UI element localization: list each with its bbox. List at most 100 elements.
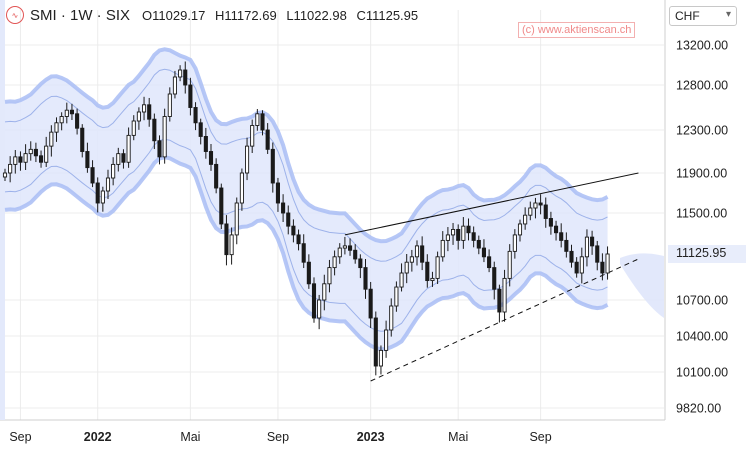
band-upper-inner (4, 68, 608, 262)
y-tick-label: 12300.00 (676, 124, 728, 138)
symbol-label: SMI · 1W · SIX (30, 6, 131, 24)
candle-up (451, 228, 456, 236)
x-tick-label: Mai (448, 430, 468, 444)
candle-down (420, 245, 425, 263)
band-upper-outer (4, 47, 609, 244)
candle-up (105, 177, 111, 192)
candle-up (579, 256, 584, 274)
candle-up (399, 272, 404, 288)
candle-down (296, 234, 301, 245)
candle-down (198, 122, 203, 137)
candle-up (523, 214, 528, 225)
candle-down (80, 127, 85, 152)
candle-down (497, 288, 502, 313)
candle-down (481, 247, 487, 258)
band-lower-outer (4, 155, 609, 352)
candle-up (605, 253, 610, 274)
candle-up (528, 207, 533, 216)
candle-down (363, 267, 368, 290)
y-tick-label: 10100.00 (676, 366, 728, 380)
candle-down (69, 109, 74, 115)
candle-down (306, 261, 311, 285)
candle-down (265, 129, 270, 150)
candle-up (64, 109, 69, 117)
candle-up (59, 116, 64, 124)
candle-down (476, 239, 481, 249)
candle-up (409, 256, 414, 263)
y-tick-label: 9820.00 (676, 402, 721, 416)
current-price-label: 11125.95 (668, 245, 746, 263)
candle-down (275, 182, 281, 204)
candle-up (54, 122, 59, 133)
candle-down (291, 225, 296, 236)
candle-down (564, 239, 569, 252)
candle-down (595, 245, 600, 263)
y-tick-label: 13200.00 (676, 39, 728, 53)
candle-up (136, 111, 141, 122)
candle-down (559, 232, 564, 241)
candle-up (141, 104, 147, 113)
candle-down (311, 283, 317, 319)
candle-up (23, 153, 28, 163)
candle-down (358, 258, 363, 269)
candle-up (414, 245, 420, 258)
x-tick-label: Mai (180, 430, 200, 444)
candle-up (317, 299, 322, 319)
candle-up (404, 261, 409, 274)
candle-up (250, 125, 255, 147)
y-axis: 13200.00 12800.00 12300.00 11900.00 11500.00… (676, 39, 728, 416)
candle-down (456, 228, 461, 241)
candle-up (389, 305, 394, 331)
candle-up (162, 116, 167, 158)
candle-down (39, 155, 44, 163)
candle-up (234, 202, 239, 236)
candle-down (157, 140, 162, 158)
ohlc-readout: O11029.17 H11172.69 L11022.98 C11125.95 (142, 8, 424, 23)
candle-up (131, 120, 136, 136)
candle-up (332, 256, 337, 269)
y-tick-label: 10700.00 (676, 294, 728, 308)
candle-up (337, 247, 342, 258)
candle-down (90, 167, 95, 184)
currency-value: CHF (675, 9, 700, 23)
y-tick-label: 12800.00 (676, 79, 728, 93)
candle-down (353, 249, 358, 260)
chart-header: ∿ SMI · 1W · SIX O11029.17 H11172.69 L11… (6, 6, 424, 24)
candle-down (348, 245, 353, 251)
candle-up (178, 69, 183, 78)
candle-up (13, 156, 18, 165)
candle-down (425, 261, 430, 282)
left-edge-band (0, 0, 5, 420)
candle-down (554, 225, 559, 234)
candle-up (378, 349, 384, 367)
candle-up (116, 153, 121, 165)
candle-up (327, 267, 332, 285)
candle-down (286, 212, 291, 227)
candle-down (466, 225, 471, 234)
x-axis: Sep 2022 Mai Sep 2023 Mai Sep (9, 430, 551, 444)
candle-up (394, 286, 399, 307)
currency-select[interactable]: CHF ▾ (669, 6, 737, 26)
chevron-down-icon: ▾ (725, 9, 731, 20)
candle-down (147, 104, 152, 120)
candle-down (33, 148, 38, 157)
high-value: H11172.69 (215, 7, 277, 23)
candle-down (95, 182, 100, 204)
candle-down (193, 107, 198, 124)
candle-down (548, 218, 553, 227)
candle-down (152, 118, 157, 142)
candle-down (219, 187, 224, 225)
candle-up (111, 163, 116, 179)
candle-down (224, 223, 229, 256)
watermark: (c) www.aktienscan.ch (518, 22, 636, 38)
candle-down (574, 261, 579, 274)
candle-up (100, 190, 105, 204)
candle-down (301, 243, 306, 263)
candle-down (471, 232, 476, 241)
candle-down (188, 84, 193, 108)
candle-down (75, 113, 80, 129)
candle-down (538, 202, 543, 206)
candle-up (28, 148, 33, 155)
indicator-bands (4, 47, 609, 352)
